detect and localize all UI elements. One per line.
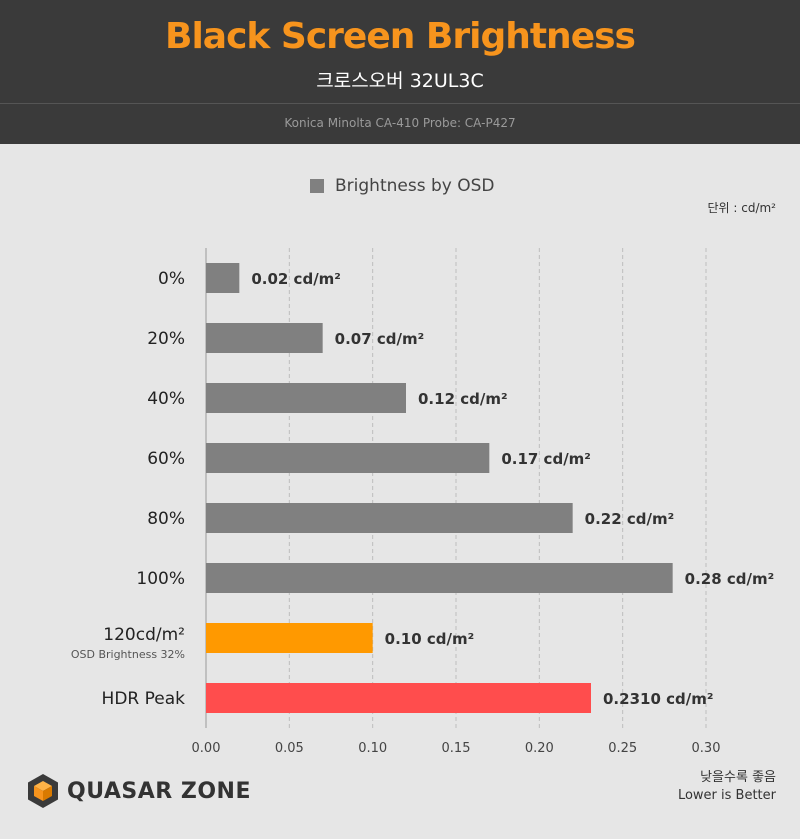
legend-swatch [310, 179, 324, 193]
value-label: 0.28 cd/m² [685, 570, 775, 588]
note-korean: 낮을수록 좋음 [700, 770, 776, 785]
bar [206, 263, 240, 293]
value-label: 0.07 cd/m² [335, 330, 425, 348]
bar [206, 503, 573, 533]
bar [206, 563, 673, 593]
category-label: 120cd/m² [103, 625, 185, 645]
value-label: 0.22 cd/m² [585, 510, 675, 528]
bar [206, 323, 323, 353]
header: Black Screen Brightness 크로스오버 32UL3C [0, 0, 800, 104]
value-label: 0.02 cd/m² [251, 270, 341, 288]
legend-label: Brightness by OSD [335, 176, 495, 196]
value-label: 0.17 cd/m² [501, 450, 591, 468]
category-label: 20% [147, 329, 185, 349]
probe-info: Konica Minolta CA-410 Probe: CA-P427 [284, 116, 516, 130]
category-label: 0% [158, 269, 185, 289]
probe-bar: Konica Minolta CA-410 Probe: CA-P427 [0, 104, 800, 144]
category-label: 80% [147, 509, 185, 529]
bar [206, 683, 591, 713]
x-tick-label: 0.25 [608, 741, 637, 756]
bar [206, 623, 373, 653]
chart-title: Black Screen Brightness [165, 16, 636, 57]
x-tick-label: 0.15 [442, 741, 471, 756]
x-tick-label: 0.30 [692, 741, 721, 756]
value-label: 0.10 cd/m² [385, 630, 475, 648]
category-label: 40% [147, 389, 185, 409]
footer-note: 낮을수록 좋음 Lower is Better [678, 769, 776, 805]
bar [206, 383, 406, 413]
chart-subtitle: 크로스오버 32UL3C [316, 70, 484, 92]
note-english: Lower is Better [677, 788, 776, 803]
x-tick-label: 0.20 [525, 741, 554, 756]
category-label: 100% [136, 569, 185, 589]
category-label: HDR Peak [102, 689, 186, 709]
value-label: 0.12 cd/m² [418, 390, 508, 408]
unit-label: 단위 : cd/m² [707, 201, 776, 215]
value-label: 0.2310 cd/m² [603, 690, 713, 708]
category-label: 60% [147, 449, 185, 469]
x-tick-label: 0.00 [192, 741, 221, 756]
cube-logo-icon [28, 774, 58, 808]
quasar-zone-logo: QUASAR ZONE [27, 773, 251, 809]
category-sublabel: OSD Brightness 32% [71, 648, 185, 661]
logo-text: QUASAR ZONE [67, 778, 251, 804]
bar [206, 443, 490, 473]
legend: Brightness by OSD [310, 176, 494, 196]
x-tick-label: 0.10 [358, 741, 387, 756]
x-tick-label: 0.05 [275, 741, 304, 756]
